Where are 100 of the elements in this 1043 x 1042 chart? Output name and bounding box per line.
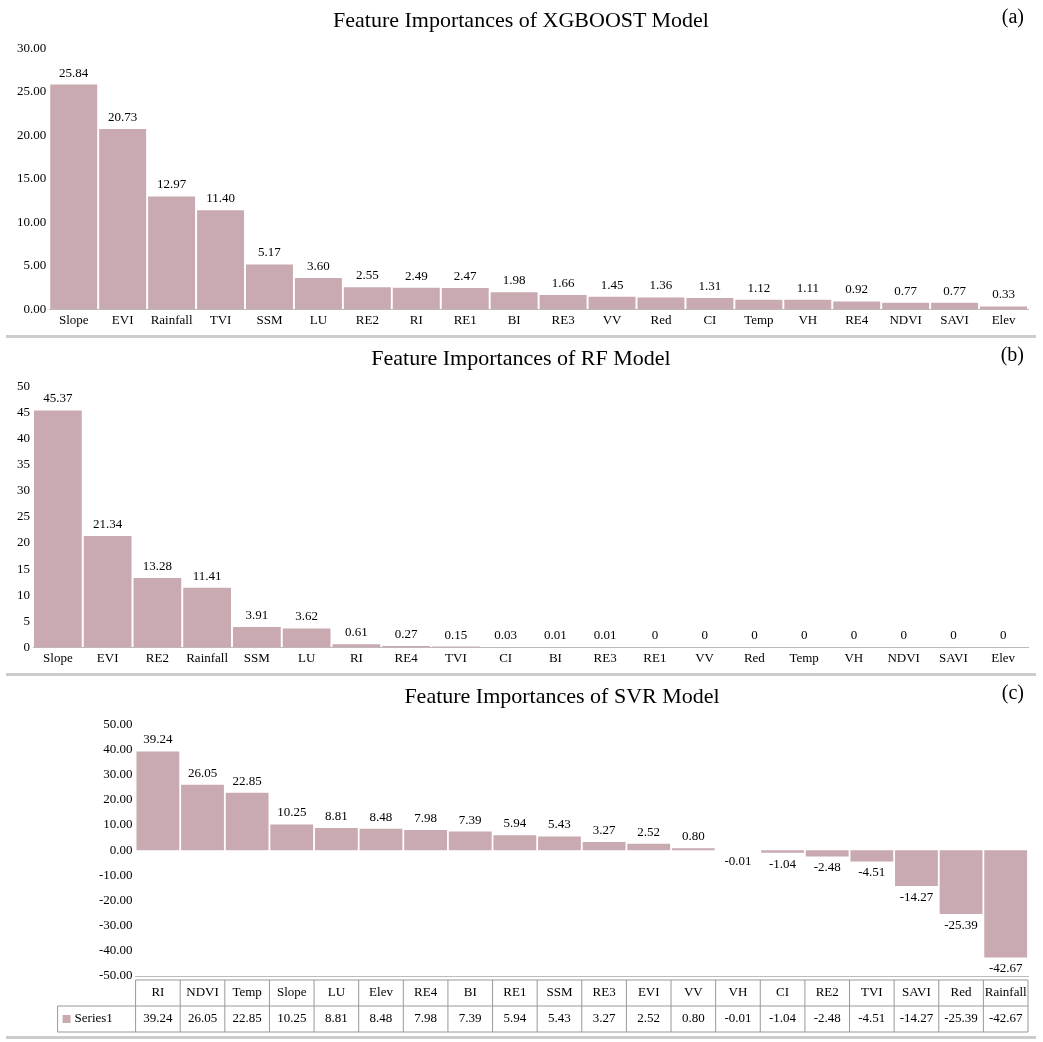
y-tick-label: 0 <box>23 638 30 654</box>
data-label: 22.85 <box>232 1010 262 1026</box>
x-tick-label: Slope <box>276 984 307 1000</box>
data-label: 1.98 <box>502 272 526 288</box>
bar <box>761 850 804 853</box>
data-label: 2.55 <box>355 267 379 283</box>
text: -42.67 <box>988 960 1023 976</box>
data-label: 3.27 <box>592 1010 616 1026</box>
y-tick-label: 10 <box>17 586 30 602</box>
x-tick-label: Temp <box>789 649 819 665</box>
bar <box>34 410 82 648</box>
y-tick-label: -50.00 <box>98 967 133 983</box>
bar <box>183 587 232 648</box>
data-label: 0 <box>651 627 659 643</box>
text: -14.27 <box>899 889 934 905</box>
bar <box>245 264 293 310</box>
text: -1.04 <box>769 855 797 871</box>
data-label: 3.60 <box>307 258 330 273</box>
data-label: -4.51 <box>858 1010 886 1026</box>
x-tick-label: VH <box>844 649 864 665</box>
bar <box>984 850 1028 958</box>
bar <box>939 850 983 915</box>
x-tick-label: RE4 <box>845 311 869 327</box>
text: 39.24 <box>143 731 173 747</box>
data-label: 0.33 <box>992 286 1015 302</box>
x-tick-label: BI <box>548 649 562 665</box>
bar <box>233 626 281 648</box>
x-tick-label: Rainfall <box>186 649 229 665</box>
data-label: -25.39 <box>944 1010 978 1026</box>
bar <box>735 299 783 310</box>
text: 7.39 <box>458 811 482 827</box>
x-tick-label: LU <box>309 311 328 327</box>
data-label: 39.24 <box>143 1010 174 1026</box>
data-label: 0.27 <box>394 625 418 641</box>
y-tick-label: 30.00 <box>17 39 47 55</box>
data-label: 0.92 <box>845 281 869 297</box>
bar <box>99 129 147 310</box>
text: (a) <box>1001 5 1024 29</box>
x-tick-label: RE1 <box>503 984 527 1000</box>
data-label: 0 <box>950 627 957 643</box>
data-label: 0 <box>850 627 858 643</box>
y-tick-label: 15 <box>17 560 30 576</box>
bar <box>343 287 391 310</box>
x-tick-label: BI <box>507 311 521 327</box>
x-tick-label: Rainfall <box>150 311 193 327</box>
y-tick-label: 35 <box>17 456 30 472</box>
data-label: 0.03 <box>494 627 517 643</box>
y-tick-label: 20 <box>17 534 30 550</box>
text: (b) <box>1000 343 1024 367</box>
bar <box>50 84 98 310</box>
data-label: 0 <box>751 627 758 643</box>
data-label: 1.45 <box>600 276 624 292</box>
x-tick-label: CI <box>776 984 790 1000</box>
data-label: 0.77 <box>894 282 918 298</box>
text: -4.51 <box>858 864 886 880</box>
data-label: -2.48 <box>813 1010 841 1026</box>
data-label: 5.94 <box>503 1010 527 1026</box>
x-tick-label: RE4 <box>394 649 419 665</box>
text: 0.80 <box>681 828 705 844</box>
x-tick-label: VH <box>728 984 748 1000</box>
data-label: 0.77 <box>943 282 967 298</box>
y-tick-label: 50.00 <box>103 715 133 731</box>
data-label: 5.17 <box>258 244 282 260</box>
text: 7.98 <box>414 810 437 826</box>
data-label: 12.97 <box>156 176 187 192</box>
y-tick-label: 20.00 <box>103 791 133 807</box>
bar <box>882 302 930 310</box>
x-tick-label: TVI <box>860 984 883 1000</box>
y-tick-label: 50 <box>17 377 30 393</box>
bar <box>136 751 180 851</box>
bar <box>686 298 734 310</box>
bar <box>539 294 587 310</box>
x-tick-label: Temp <box>744 311 774 327</box>
y-tick-label: 30 <box>17 482 30 498</box>
y-tick-label: 5.00 <box>23 257 47 273</box>
data-label: 3.62 <box>295 608 318 624</box>
x-tick-label: CI <box>703 311 717 327</box>
x-tick-label: SAVI <box>939 649 968 665</box>
x-tick-label: RE1 <box>453 311 477 327</box>
data-label: 5.43 <box>548 1010 571 1026</box>
data-label: 21.34 <box>93 515 123 531</box>
x-tick-label: RI <box>409 311 423 327</box>
y-tick-label: 25.00 <box>17 83 47 99</box>
text: (c) <box>1001 681 1024 705</box>
data-label: 0 <box>999 627 1007 643</box>
x-tick-label: VV <box>683 984 704 1000</box>
bar <box>359 828 403 851</box>
y-tick-label: -30.00 <box>98 917 133 933</box>
x-tick-label: RE2 <box>815 984 839 1000</box>
text: 8.48 <box>369 808 393 824</box>
x-tick-label: VV <box>695 649 715 665</box>
data-label: 13.28 <box>142 558 172 573</box>
data-label: 0.61 <box>345 624 368 640</box>
data-label: 2.49 <box>404 267 428 283</box>
bar <box>392 287 440 310</box>
text: 5.94 <box>503 815 527 831</box>
bar <box>895 850 938 887</box>
y-tick-label: 15.00 <box>17 170 47 186</box>
bar <box>931 302 979 310</box>
x-tick-label: EVI <box>637 984 660 1000</box>
